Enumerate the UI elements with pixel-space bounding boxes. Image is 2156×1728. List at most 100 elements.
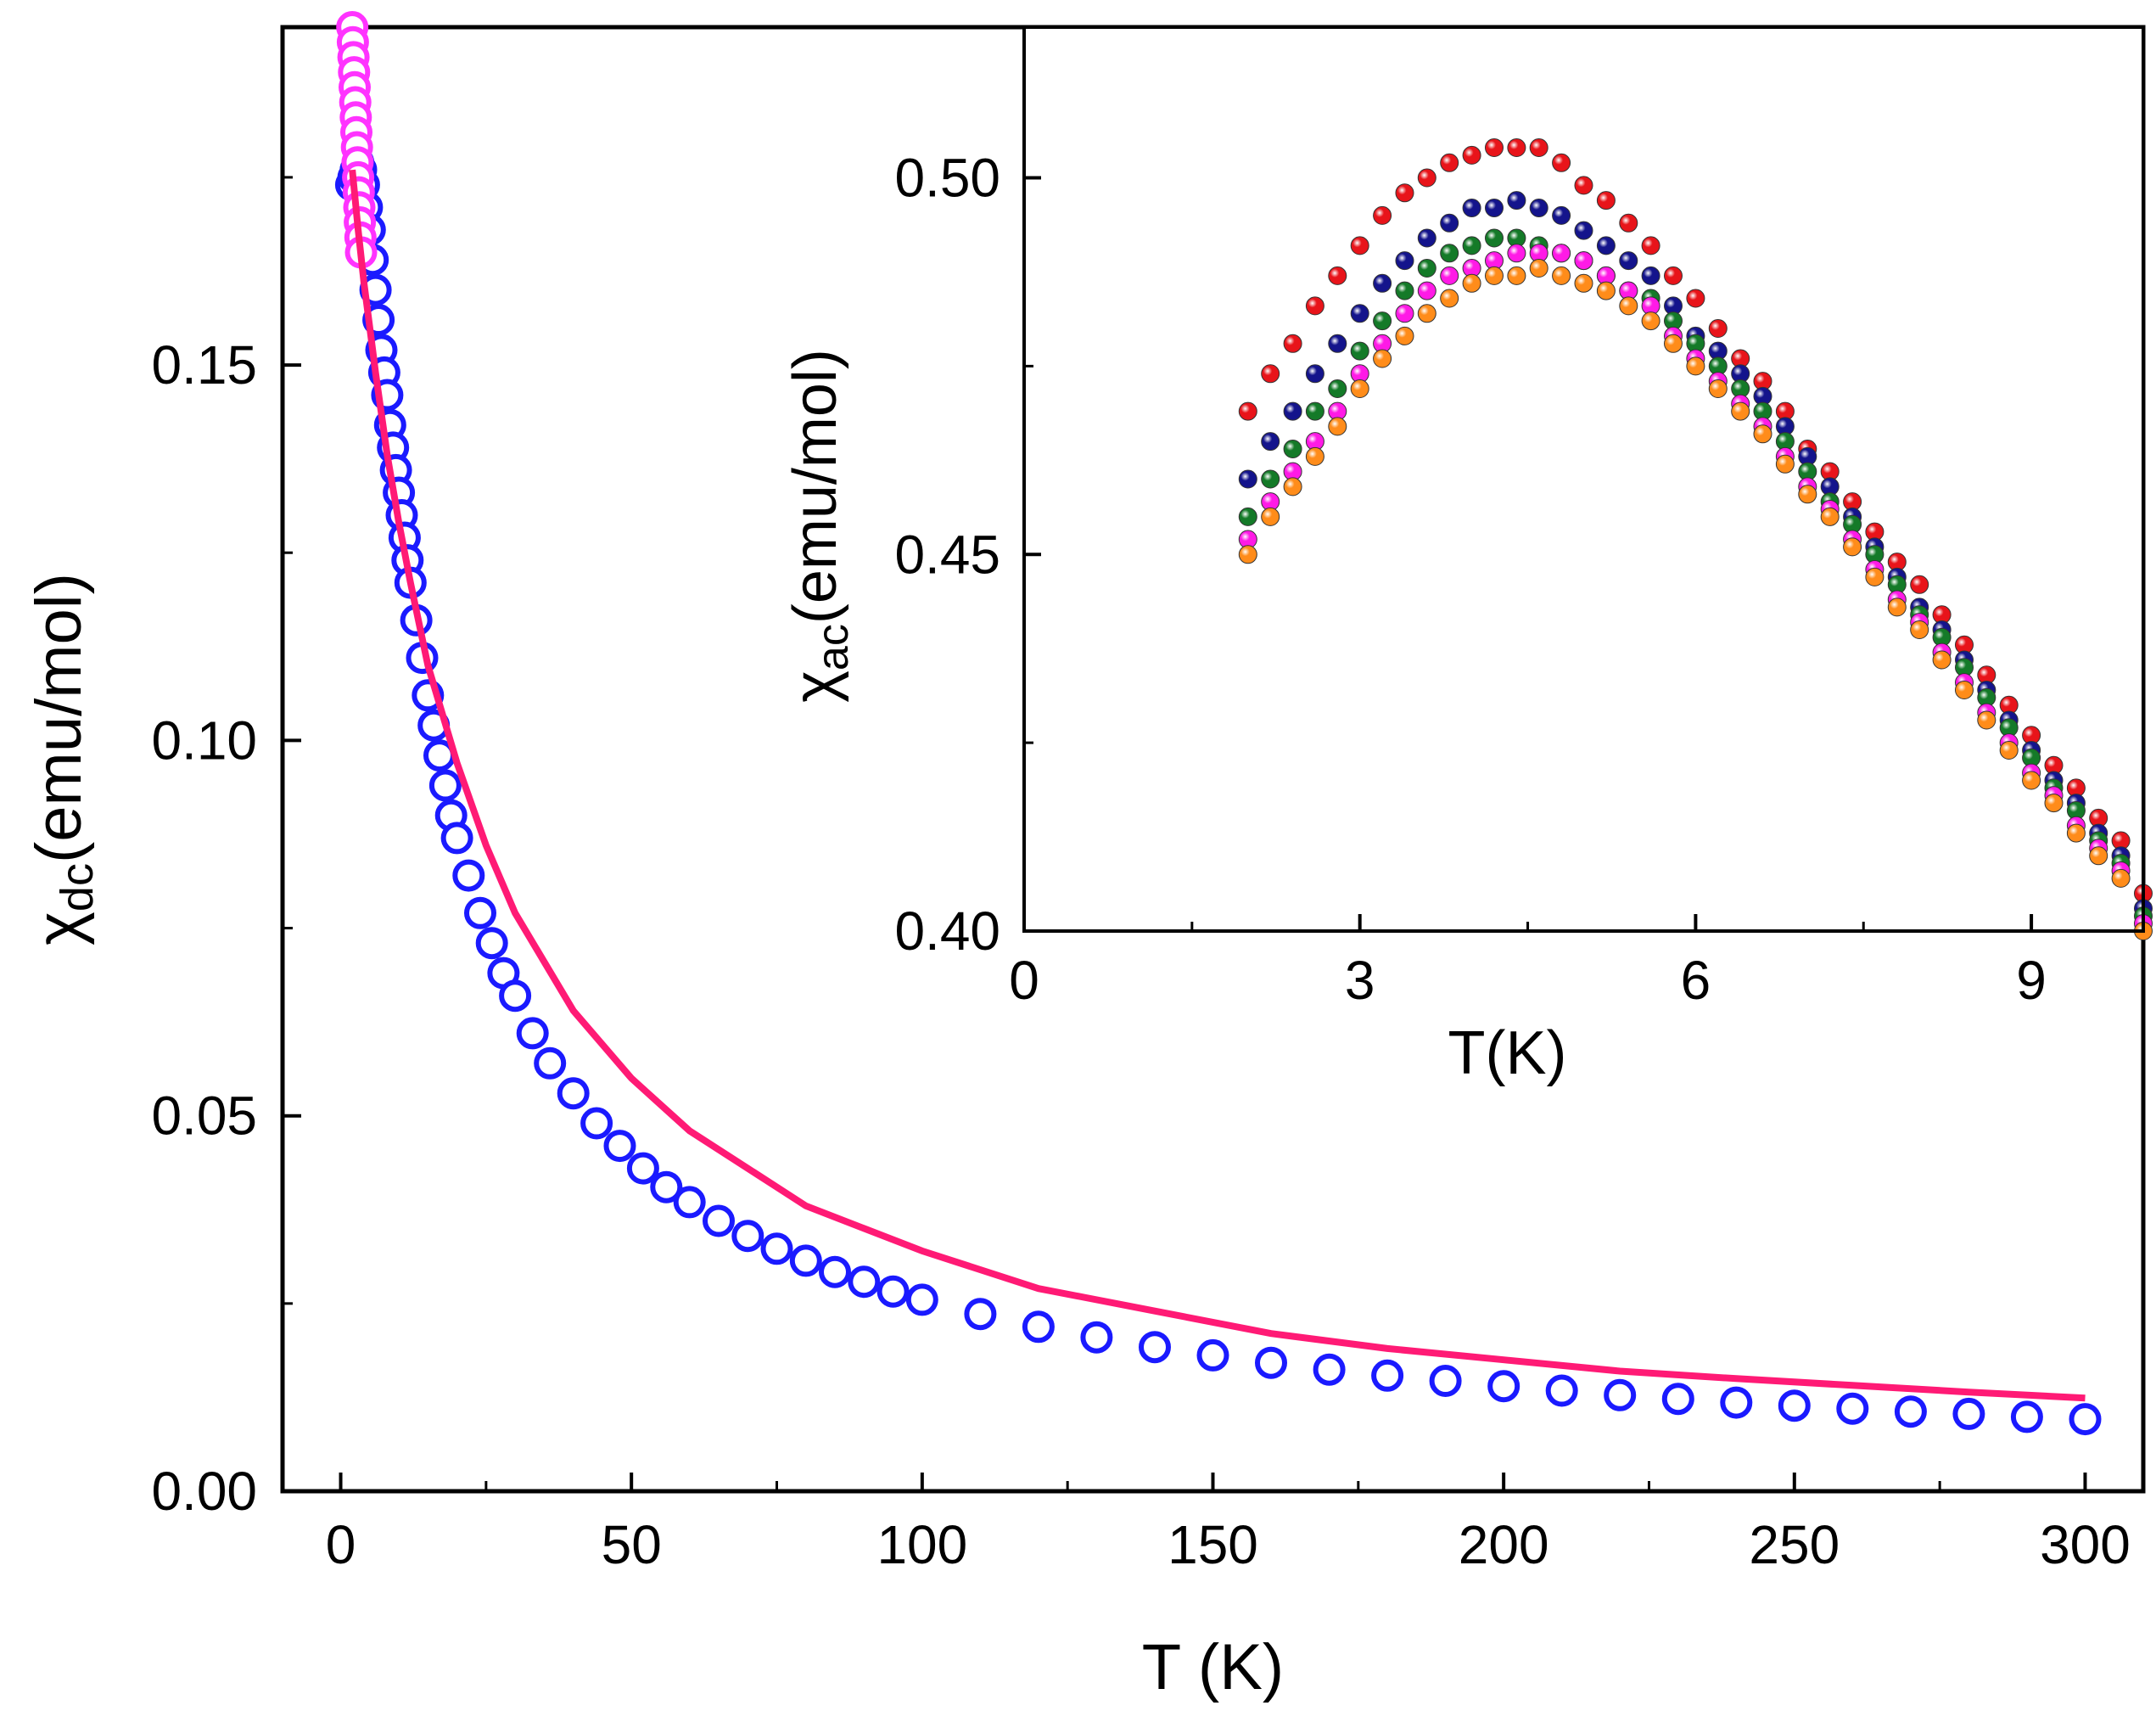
ac-data-point-navy	[1395, 251, 1414, 271]
dc-data-point-blue	[731, 1220, 764, 1253]
inset-x-tick-label: 0	[1009, 950, 1039, 1011]
dc-data-point-blue	[1255, 1346, 1287, 1379]
inset-y-tick-label: 0.40	[894, 900, 1000, 962]
dc-data-point-blue	[1487, 1370, 1520, 1403]
ac-data-point-orange	[1440, 289, 1459, 308]
dc-data-point-blue	[848, 1265, 881, 1299]
ac-data-point-navy	[1485, 199, 1504, 217]
dc-data-point-blue	[626, 1152, 659, 1185]
ac-data-point-orange	[1932, 650, 1952, 670]
ac-data-point-red	[1552, 153, 1571, 172]
ac-data-point-green	[1417, 259, 1436, 278]
ac-data-point-red	[1350, 236, 1369, 255]
dc-data-point-blue	[1720, 1386, 1753, 1419]
inset-y-tick-label: 0.50	[894, 148, 1000, 209]
ac-data-point-orange	[2111, 868, 2131, 888]
ac-data-point-orange	[1552, 266, 1571, 285]
ac-data-point-red	[1507, 138, 1526, 157]
ac-data-point-orange	[1261, 507, 1280, 526]
ac-data-point-green	[1440, 244, 1459, 263]
dc-data-point-blue	[964, 1298, 997, 1331]
ac-data-point-navy	[1552, 205, 1571, 225]
dc-data-point-blue	[1371, 1359, 1404, 1392]
dc-data-point-blue	[534, 1046, 567, 1080]
ac-data-point-green	[1350, 341, 1369, 361]
ac-data-point-red	[1440, 153, 1459, 172]
ac-data-point-orange	[1238, 545, 1257, 564]
ac-data-point-orange	[1731, 401, 1750, 421]
dc-data-point-blue	[905, 1283, 938, 1316]
ac-data-point-orange	[1686, 356, 1705, 376]
dc-data-point-blue	[428, 769, 462, 802]
inset-x-axis-title: T(K)	[1448, 1019, 1567, 1087]
ac-data-point-orange	[1708, 379, 1728, 398]
dc-data-point-blue	[580, 1107, 613, 1140]
ac-data-point-red	[1529, 138, 1548, 157]
main-y-axis-title: χdc(emu/mol)	[23, 573, 103, 945]
main-plot: 0 50 100 150 200 250 300 0.00 0.05 0.10 0.15 T (K)…	[23, 11, 2146, 1703]
ac-data-point-red	[1485, 138, 1504, 157]
ac-data-point-red	[1574, 176, 1593, 195]
dc-data-point-blue	[760, 1232, 793, 1265]
ac-data-point-green	[1395, 281, 1414, 300]
main-x-axis-title: T (K)	[1142, 1631, 1284, 1703]
ac-data-point-red	[1910, 575, 1929, 594]
dc-data-point-blue	[819, 1255, 851, 1288]
ac-data-point-red	[1619, 213, 1638, 233]
dc-data-point-blue	[452, 859, 485, 892]
inset-plot: 0 3 6 9 0.40 0.45 0.50 T(K) χac(emu/mol)	[781, 25, 2153, 1087]
ac-data-point-orange	[1775, 454, 1795, 474]
ac-data-point-navy	[1507, 191, 1526, 210]
ac-data-point-orange	[1529, 259, 1548, 278]
ac-data-point-navy	[1305, 364, 1324, 384]
ac-data-point-orange	[2066, 823, 2086, 843]
main-y-axis-unit: (emu/mol)	[23, 573, 95, 863]
ac-data-point-orange	[1350, 379, 1369, 398]
dc-data-point-blue	[516, 1017, 549, 1050]
ac-data-point-red	[1708, 319, 1728, 338]
dc-data-point-blue	[789, 1244, 822, 1277]
ac-data-point-red	[1238, 401, 1257, 421]
ac-data-point-orange	[1641, 311, 1660, 331]
main-y-tick-label: 0.15	[151, 334, 257, 396]
main-plot-axes: 0 50 100 150 200 250 300 0.00 0.05 0.10 0.15	[151, 176, 2131, 1575]
ac-data-point-orange	[1798, 485, 1817, 504]
ac-data-point-orange	[1485, 266, 1504, 285]
inset-y-tick-label: 0.45	[894, 524, 1000, 585]
ac-data-point-magenta	[1395, 304, 1414, 323]
ac-data-point-orange	[2022, 771, 2041, 790]
main-y-axis-subscript: dc	[52, 863, 103, 912]
main-x-tick-label: 150	[1168, 1514, 1258, 1575]
inset-plot-frame	[1022, 25, 2145, 933]
ac-data-point-navy	[1596, 236, 1616, 255]
dc-data-point-blue	[603, 1130, 636, 1163]
dc-data-point-blue	[1545, 1374, 1578, 1407]
ac-data-point-orange	[1574, 273, 1593, 293]
inset-y-axis-title: χac(emu/mol)	[781, 349, 858, 703]
main-x-tick-label: 250	[1749, 1514, 1840, 1575]
ac-data-point-orange	[1373, 349, 1392, 368]
dc-data-point-blue	[1604, 1378, 1637, 1411]
main-y-tick-label: 0.00	[151, 1461, 257, 1522]
main-y-axis-symbol: χ	[23, 912, 95, 945]
ac-data-point-orange	[1328, 417, 1347, 436]
ac-data-point-green	[1305, 401, 1324, 421]
ac-data-point-red	[1417, 168, 1436, 188]
ac-data-point-navy	[1462, 199, 1481, 217]
inset-y-axis-unit: (emu/mol)	[781, 349, 849, 624]
dc-data-point-blue	[673, 1186, 706, 1219]
ac-data-point-red	[1596, 191, 1616, 210]
ac-data-point-orange	[1753, 424, 1772, 444]
main-x-tick-label: 200	[1459, 1514, 1549, 1575]
ac-data-point-navy	[1328, 334, 1347, 353]
ac-data-point-green	[1283, 440, 1302, 458]
dc-data-point-blue	[1313, 1353, 1346, 1386]
dc-data-point-blue	[1022, 1310, 1055, 1344]
main-y-tick-label: 0.10	[151, 710, 257, 771]
dc-data-point-blue	[475, 927, 508, 960]
main-x-tick-label: 300	[2040, 1514, 2131, 1575]
dc-data-point-blue	[1894, 1395, 1927, 1428]
ac-data-point-red	[1395, 183, 1414, 203]
inset-plot-marks	[1238, 138, 2153, 940]
